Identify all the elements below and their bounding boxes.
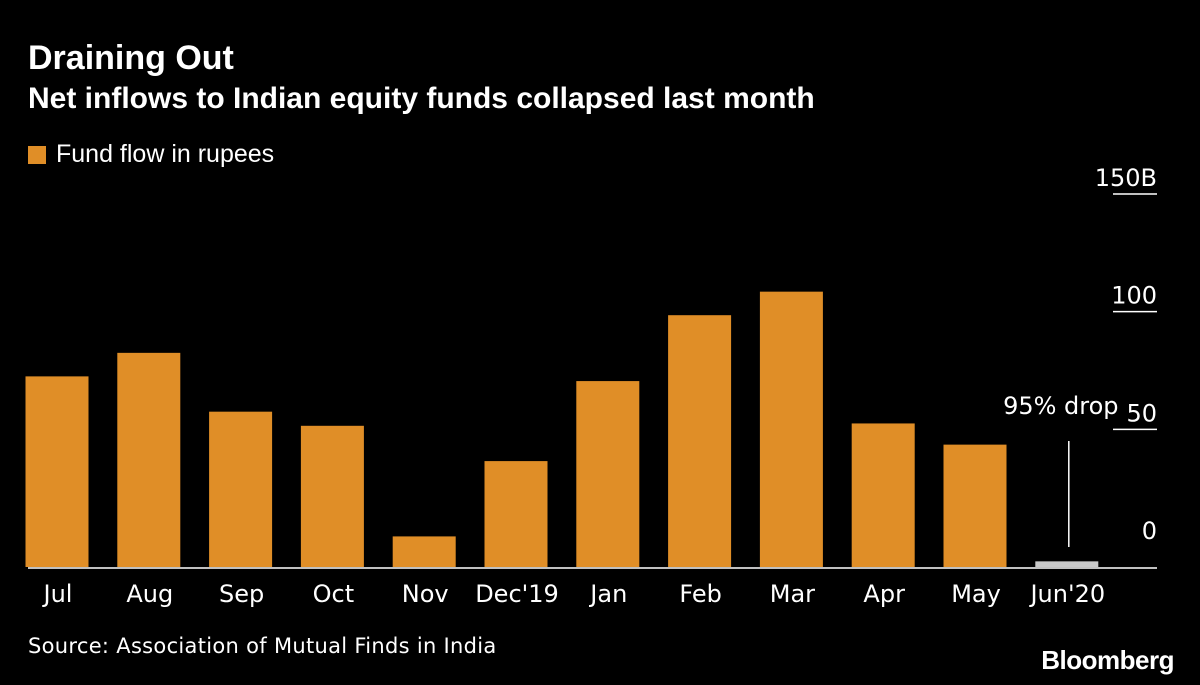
x-tick-label: Apr <box>863 580 905 608</box>
bar <box>943 444 1007 567</box>
chart-subtitle: Net inflows to Indian equity funds colla… <box>28 82 815 115</box>
source-note: Source: Association of Mutual Finds in I… <box>28 634 497 658</box>
y-tick-label: 50 <box>1126 399 1157 427</box>
chart-title: Draining Out <box>28 39 234 77</box>
bar <box>851 423 915 567</box>
x-tick-label: May <box>951 580 1001 608</box>
bar <box>484 461 548 567</box>
bar <box>25 376 89 567</box>
x-tick-label: Dec'19 <box>475 580 559 608</box>
x-tick-label: Nov <box>402 580 449 608</box>
y-tick-label: 100 <box>1111 282 1157 310</box>
annotation-label: 95% drop <box>1003 392 1118 420</box>
y-tick-label: 150B <box>1095 164 1157 192</box>
x-tick-label: Jun'20 <box>1028 580 1105 608</box>
x-tick-label: Jan <box>588 580 627 608</box>
x-tick-label: Mar <box>770 580 815 608</box>
bar <box>300 425 364 567</box>
bar <box>576 381 640 567</box>
x-tick-label: Feb <box>679 580 722 608</box>
y-tick-label: 0 <box>1142 517 1157 545</box>
x-tick-label: Sep <box>219 580 264 608</box>
legend-label: Fund flow in rupees <box>56 140 275 168</box>
x-tick-label: Jul <box>42 580 73 608</box>
bar <box>668 315 732 567</box>
legend-swatch <box>28 145 46 164</box>
bar <box>1035 561 1099 567</box>
x-tick-label: Aug <box>126 580 173 608</box>
bar <box>117 352 181 567</box>
bar <box>759 291 823 567</box>
bar <box>392 536 456 567</box>
bar <box>209 411 273 567</box>
legend: Fund flow in rupees <box>28 140 274 169</box>
bloomberg-logo: Bloomberg <box>1041 645 1174 675</box>
x-tick-label: Oct <box>313 580 355 608</box>
